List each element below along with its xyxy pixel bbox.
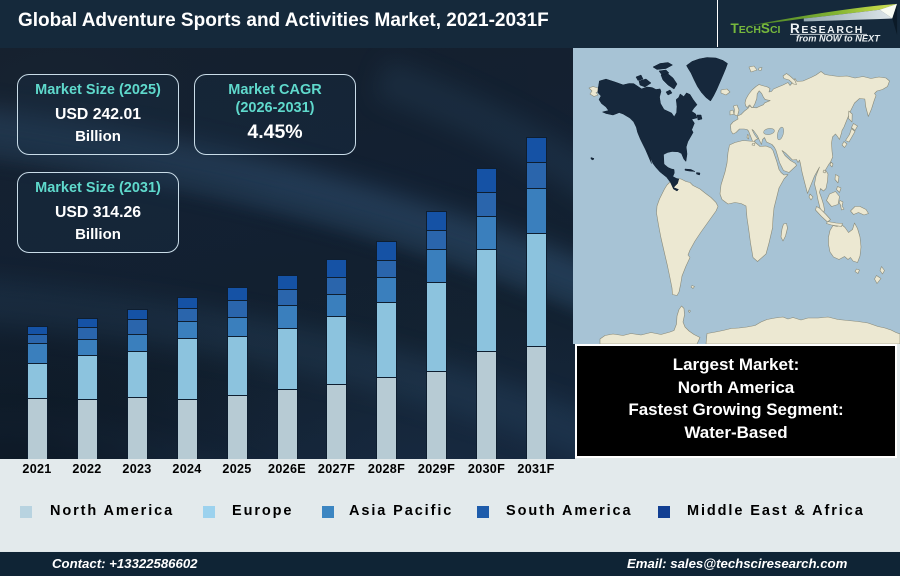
svg-text:RESEARCH: RESEARCH: [790, 21, 864, 36]
svg-text:TECHSCI: TECHSCI: [731, 21, 781, 36]
svg-text:from NOW to NEXT: from NOW to NEXT: [796, 34, 881, 44]
